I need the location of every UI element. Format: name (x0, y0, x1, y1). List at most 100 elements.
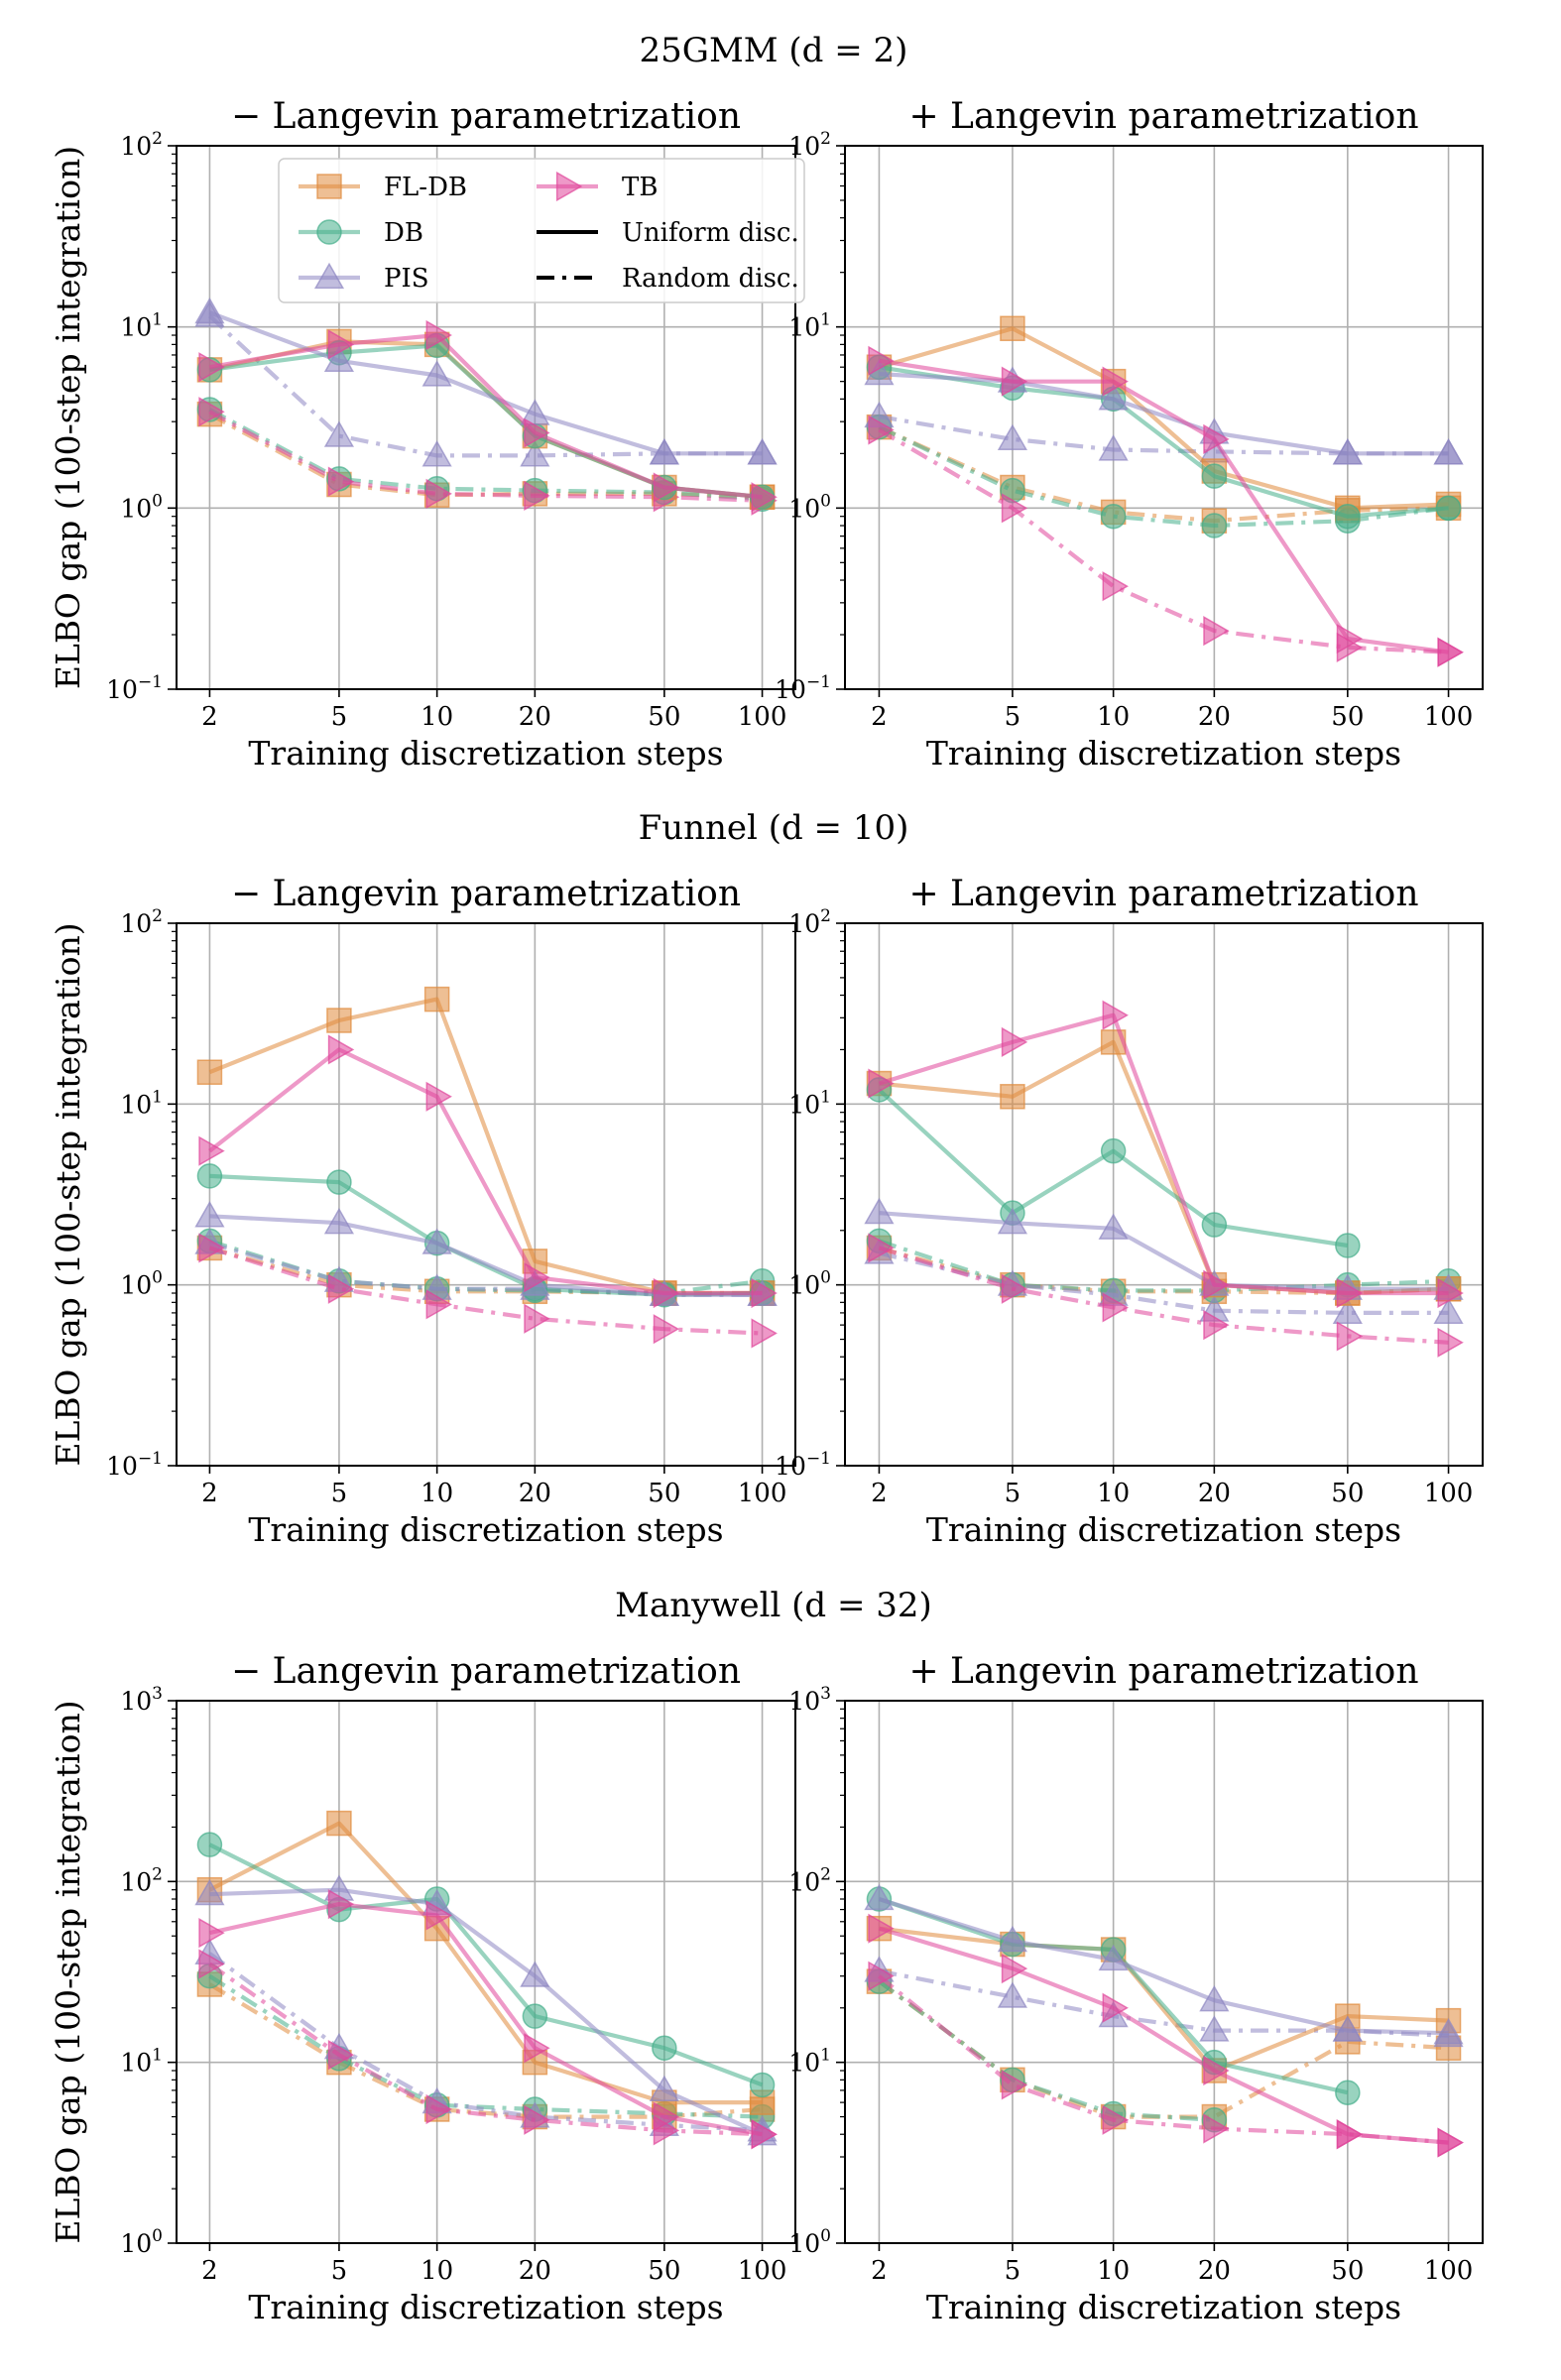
y-tick-label: 100 (788, 1268, 831, 1300)
data-point (196, 1832, 223, 1857)
x-tick-label: 100 (738, 702, 787, 732)
data-point (653, 472, 680, 503)
data-point (323, 1207, 355, 1235)
data-point (1001, 366, 1028, 397)
series-tb-uniform (868, 1913, 1464, 2158)
data-point (421, 360, 452, 387)
series-group (194, 297, 778, 516)
y-tick-label: 102 (120, 906, 163, 938)
y-tick-label: 101 (788, 1087, 831, 1119)
data-point (1433, 438, 1464, 465)
data-point (1102, 1292, 1129, 1323)
data-point (868, 345, 895, 376)
y-axis: 10−1 100 101 102 ELBO gap (100-step integrat… (49, 129, 177, 704)
x-tick-label: 5 (1005, 1479, 1021, 1508)
data-point (1437, 1327, 1464, 1358)
x-tick-label: 10 (1097, 1479, 1130, 1508)
series-tb-uniform-line (209, 332, 763, 500)
x-tick-label: 10 (420, 2256, 453, 2286)
series-group (864, 315, 1464, 667)
y-tick-label: 10−1 (106, 672, 163, 704)
data-point (425, 2093, 452, 2125)
series-tb-random (198, 1949, 778, 2150)
series-pis-uniform (864, 1883, 1464, 2045)
data-point (751, 1318, 778, 1349)
data-point (196, 1059, 223, 1085)
data-point (1201, 513, 1228, 538)
x-tick-label: 2 (871, 702, 888, 732)
data-point (1102, 2104, 1129, 2135)
series-tb-random-line (878, 1974, 1449, 2145)
x-axis-label: Training discretization steps (248, 734, 723, 773)
data-point (652, 2035, 677, 2061)
data-point (1201, 463, 1228, 489)
x-axis-label: Training discretization steps (248, 2288, 723, 2326)
y-tick-label: 101 (120, 1087, 163, 1119)
x-axis-label: Training discretization steps (926, 734, 1401, 773)
x-tick-label: 100 (1424, 2256, 1474, 2286)
series-pis-uniform (194, 1201, 778, 1306)
data-point (751, 2119, 778, 2150)
data-point (1001, 2070, 1028, 2100)
plot-frame (176, 922, 796, 1467)
data-point (421, 440, 452, 467)
data-point (198, 1135, 225, 1166)
panel-title: + Langevin parametrization (908, 96, 1418, 137)
data-point (1001, 1954, 1028, 1984)
data-point (997, 1207, 1028, 1235)
data-point (524, 2033, 550, 2064)
panel-title: + Langevin parametrization (908, 874, 1418, 914)
chart-panel-2: 2 5 10 20 50 100 Training discretization steps… (775, 96, 1484, 773)
data-point (194, 1878, 225, 1906)
data-point (198, 1233, 225, 1263)
x-tick-label: 100 (1424, 702, 1474, 732)
legend-label: DB (384, 218, 423, 248)
series-pis-random (194, 1938, 778, 2142)
series-tb-uniform-line (878, 1012, 1449, 1296)
legend-label: TB (622, 173, 658, 202)
y-tick-label: 100 (120, 2226, 163, 2258)
data-point (524, 2104, 550, 2135)
legend-label: Random disc. (622, 264, 799, 294)
data-point (864, 1197, 895, 1225)
y-axis: 10−1 100 101 102 (775, 906, 845, 1481)
series-pis-random-line (208, 1241, 763, 1297)
data-point (868, 1068, 895, 1099)
series-fl-db-uniform-line (208, 1821, 763, 2105)
series-fl-db-uniform-line (208, 997, 763, 1296)
x-tick-label: 5 (331, 702, 348, 732)
data-point (1336, 1321, 1364, 1352)
chart-panel-6: 2 5 10 20 50 100 Training discretization steps… (788, 1651, 1484, 2326)
data-point (997, 1925, 1028, 1953)
x-axis: 2 5 10 20 50 100 Training discretization steps (871, 1466, 1473, 1549)
series-pis-random-line (208, 1952, 763, 2133)
x-tick-label: 5 (1005, 2256, 1021, 2286)
group-title-25gmm: 25GMM (d = 2) (640, 31, 908, 70)
data-point (327, 1889, 355, 1920)
x-tick-label: 50 (1331, 1479, 1364, 1508)
data-point (1102, 1000, 1129, 1030)
y-axis-label: ELBO gap (100-step integration) (49, 1700, 87, 2243)
data-point (1203, 423, 1230, 454)
x-tick-label: 5 (331, 2256, 348, 2286)
x-tick-label: 20 (519, 702, 551, 732)
data-point (751, 482, 778, 513)
data-point (864, 1883, 895, 1911)
data-point (425, 319, 452, 351)
data-point (1100, 503, 1127, 530)
plot-frame (844, 1700, 1484, 2244)
series-fl-db-uniform-line (208, 339, 763, 500)
series-fl-db-random-line (878, 424, 1449, 524)
x-tick-label: 20 (1198, 2256, 1231, 2286)
x-tick-label: 20 (1198, 702, 1231, 732)
data-point (1098, 1213, 1129, 1240)
series-pis-uniform-line (209, 1887, 764, 2137)
grid (845, 1701, 1483, 2243)
series-group (864, 1000, 1464, 1358)
series-pis-uniform (194, 297, 778, 465)
x-tick-label: 2 (201, 1479, 218, 1508)
data-point (327, 2040, 355, 2071)
series-db-random-line (208, 1973, 763, 2119)
y-tick-label: 100 (120, 1268, 163, 1300)
